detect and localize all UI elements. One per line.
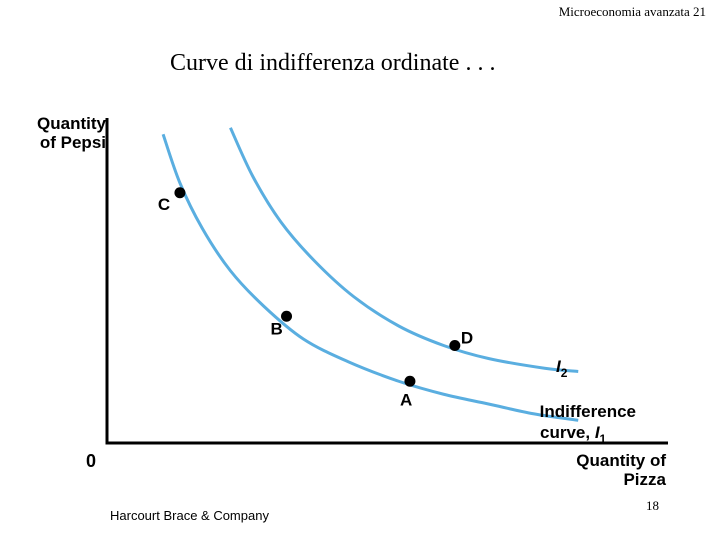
point-label-d: D (461, 329, 473, 348)
y-axis-label: Quantity of Pepsi (37, 114, 106, 152)
curve-label-i1-line1: Indifference (540, 402, 636, 421)
point-d (449, 340, 461, 351)
curve-label-i1-line2: curve, I1 (540, 423, 607, 446)
footer-publisher: Harcourt Brace & Company (110, 508, 269, 523)
x-axis-label: Quantity of Pizza (576, 451, 666, 489)
curve-i2 (229, 127, 579, 373)
curve-indifference-curve-i1 (161, 133, 579, 422)
point-label-a: A (400, 390, 412, 409)
page-number: 18 (646, 498, 659, 513)
curve-label-i1-symbol: I (595, 423, 601, 442)
point-b (281, 310, 293, 322)
curve-label-i2-subscript: 2 (561, 366, 568, 380)
curve-label-i1-word: curve, (540, 423, 595, 442)
slide-title: Curve di indifferenza ordinate . . . (170, 50, 496, 76)
point-a (404, 375, 416, 387)
slide-header: Microeconomia avanzata 21 (558, 4, 706, 19)
curve-label-i1-subscript: 1 (600, 432, 607, 446)
curve-label-i2: I2 (556, 357, 568, 380)
point-c (174, 187, 186, 199)
point-label-c: C (158, 195, 170, 214)
curve-label-i2-symbol: I (556, 357, 562, 376)
point-label-b: B (271, 319, 283, 338)
origin-label: 0 (86, 451, 97, 471)
